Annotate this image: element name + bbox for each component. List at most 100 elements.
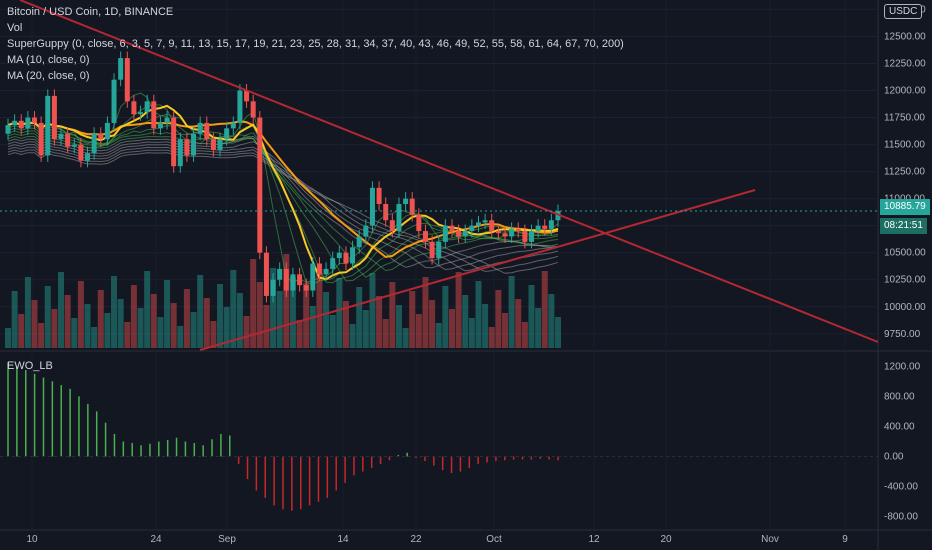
volume-bar bbox=[276, 291, 283, 348]
candle-body bbox=[124, 58, 130, 102]
volume-bar bbox=[77, 281, 84, 348]
candle-body bbox=[184, 139, 190, 156]
volume-bar bbox=[462, 295, 469, 348]
volume-bar bbox=[376, 296, 383, 348]
candle-body bbox=[224, 128, 230, 140]
volume-bar bbox=[442, 286, 449, 348]
volume-bar bbox=[157, 317, 164, 348]
time-tick-label: Oct bbox=[486, 534, 502, 545]
candle-body bbox=[5, 125, 11, 134]
candle-body bbox=[303, 285, 309, 291]
volume-bar bbox=[535, 308, 542, 348]
volume-bar bbox=[190, 312, 197, 348]
volume-bar bbox=[64, 295, 71, 348]
candle-body bbox=[210, 139, 216, 150]
guppy-line bbox=[7, 144, 559, 271]
volume-bar bbox=[5, 328, 11, 348]
candle-body bbox=[495, 231, 501, 234]
volume-bar bbox=[230, 270, 237, 348]
candle-body bbox=[230, 122, 236, 129]
volume-bar bbox=[482, 304, 489, 348]
indicator-vol[interactable]: Vol bbox=[7, 22, 23, 34]
volume-bar bbox=[382, 319, 389, 348]
volume-bar bbox=[217, 284, 224, 348]
volume-bar bbox=[51, 309, 58, 348]
candle-body bbox=[422, 231, 428, 242]
candle-body bbox=[522, 231, 528, 242]
ewo-tick-label: 400.00 bbox=[884, 421, 915, 432]
volume-bar bbox=[468, 318, 475, 348]
candle-body bbox=[25, 117, 31, 129]
price-tick-label: 12500.00 bbox=[884, 31, 926, 42]
volume-bar bbox=[197, 275, 204, 348]
candle-body bbox=[12, 120, 18, 126]
volume-bar bbox=[44, 286, 51, 348]
candle-body bbox=[336, 252, 342, 259]
lower-pane-title[interactable]: EWO_LB bbox=[7, 360, 53, 372]
indicator-ma10[interactable]: MA (10, close, 0) bbox=[7, 54, 90, 66]
volume-bar bbox=[475, 281, 482, 348]
volume-bar bbox=[144, 271, 151, 348]
candle-body bbox=[151, 101, 157, 129]
candle-body bbox=[330, 258, 336, 269]
price-tick-label: 12000.00 bbox=[884, 86, 926, 97]
price-tick-label: 10000.00 bbox=[884, 302, 926, 313]
currency-button[interactable]: USDC bbox=[884, 4, 923, 19]
volume-bar bbox=[515, 299, 522, 348]
volume-bar bbox=[488, 327, 495, 348]
volume-bar bbox=[369, 273, 376, 348]
volume-bar bbox=[137, 308, 144, 348]
volume-bar bbox=[342, 301, 349, 348]
price-tick-label: 12250.00 bbox=[884, 58, 926, 69]
candle-body bbox=[257, 117, 263, 253]
ma10-line bbox=[7, 104, 559, 281]
indicator-ma20[interactable]: MA (20, close, 0) bbox=[7, 70, 90, 82]
candle-body bbox=[290, 274, 296, 291]
volume-bar bbox=[111, 276, 118, 348]
candle-body bbox=[555, 210, 561, 221]
candle-body bbox=[157, 122, 163, 129]
candle-body bbox=[171, 117, 177, 167]
candle-body bbox=[18, 120, 24, 129]
candle-body bbox=[369, 187, 375, 226]
guppy-line bbox=[7, 146, 559, 272]
volume-bar bbox=[435, 323, 442, 348]
ewo-tick-label: 800.00 bbox=[884, 391, 915, 402]
volume-bar bbox=[263, 305, 270, 348]
candle-body bbox=[548, 220, 554, 229]
volume-bar bbox=[356, 287, 363, 348]
volume-bar bbox=[24, 277, 31, 348]
guppy-line bbox=[7, 152, 559, 274]
price-tick-label: 10250.00 bbox=[884, 275, 926, 286]
candle-body bbox=[502, 233, 508, 237]
candle-body bbox=[277, 268, 283, 280]
candle-body bbox=[263, 252, 269, 296]
price-tick-label: 11500.00 bbox=[884, 140, 925, 151]
volume-bar bbox=[38, 323, 45, 348]
volume-bar bbox=[236, 293, 243, 348]
candle-body bbox=[469, 225, 475, 232]
candle-body bbox=[376, 187, 382, 205]
volume-bar bbox=[164, 280, 171, 348]
time-tick-label: Sep bbox=[218, 534, 236, 545]
candle-body bbox=[217, 139, 223, 150]
volume-bar bbox=[117, 299, 124, 348]
symbol-title[interactable]: Bitcoin / USD Coin, 1D, BINANCE bbox=[7, 6, 174, 18]
volume-bar bbox=[415, 314, 422, 348]
volume-bar bbox=[402, 328, 409, 348]
candle-body bbox=[456, 231, 462, 237]
candle-body bbox=[98, 133, 104, 140]
candle-body bbox=[270, 279, 276, 296]
candle-body bbox=[283, 268, 289, 291]
volume-bar bbox=[183, 289, 190, 348]
candle-body bbox=[71, 144, 77, 147]
candle-body bbox=[45, 95, 51, 156]
candle-body bbox=[131, 101, 137, 115]
candle-body bbox=[403, 198, 409, 205]
indicator-superguppy[interactable]: SuperGuppy (0, close, 6, 3, 5, 7, 9, 11,… bbox=[7, 38, 624, 50]
candle-body bbox=[323, 268, 329, 275]
time-tick-label: 24 bbox=[150, 534, 162, 545]
volume-bar bbox=[203, 298, 210, 348]
